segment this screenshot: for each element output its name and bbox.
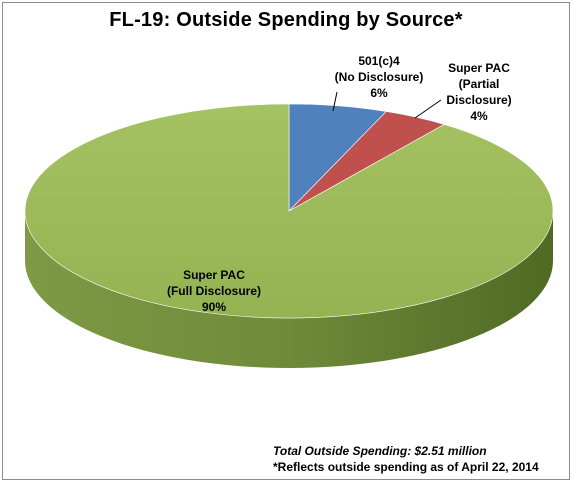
footnote-note: *Reflects outside spending as of April 2… (273, 460, 539, 474)
pie-labels: 501(c)4 (No Disclosure) 6% Super PAC (Partia… (167, 54, 512, 314)
footnote-block: Total Outside Spending: $2.51 million *R… (273, 443, 565, 475)
leader-line-1 (414, 99, 442, 119)
slice-label-line: (Partial (459, 77, 500, 91)
leader-line-0 (332, 91, 338, 112)
chart-title: FL-19: Outside Spending by Source* (109, 9, 463, 31)
chart-frame: FL-19: Outside Spending by Source* 501(c… (2, 2, 570, 480)
slice-label-0: 501(c)4 (No Disclosure) 6% (335, 54, 424, 100)
slice-label-line: 4% (470, 109, 488, 123)
slice-label-line: Super PAC (448, 61, 510, 75)
pie-sides (25, 211, 553, 368)
slice-label-2: Super PAC (Full Disclosure) 90% (167, 268, 261, 314)
slice-label-line: 90% (202, 300, 226, 314)
slice-label-line: Disclosure) (446, 93, 511, 107)
pie-side-2 (25, 211, 553, 368)
slice-label-line: Super PAC (183, 268, 245, 282)
slice-label-1: Super PAC (Partial Disclosure) 4% (446, 61, 511, 123)
footnote-total: Total Outside Spending: $2.51 million (273, 444, 487, 458)
pie-chart: 501(c)4 (No Disclosure) 6% Super PAC (Partia… (24, 54, 554, 368)
slice-label-line: 501(c)4 (358, 54, 400, 68)
slice-label-line: 6% (370, 86, 388, 100)
slice-label-line: (Full Disclosure) (167, 284, 261, 298)
slice-label-line: (No Disclosure) (335, 70, 424, 84)
pie-tops (24, 103, 554, 319)
pie-slice-2 (24, 103, 554, 319)
pie-leaders (332, 91, 442, 119)
